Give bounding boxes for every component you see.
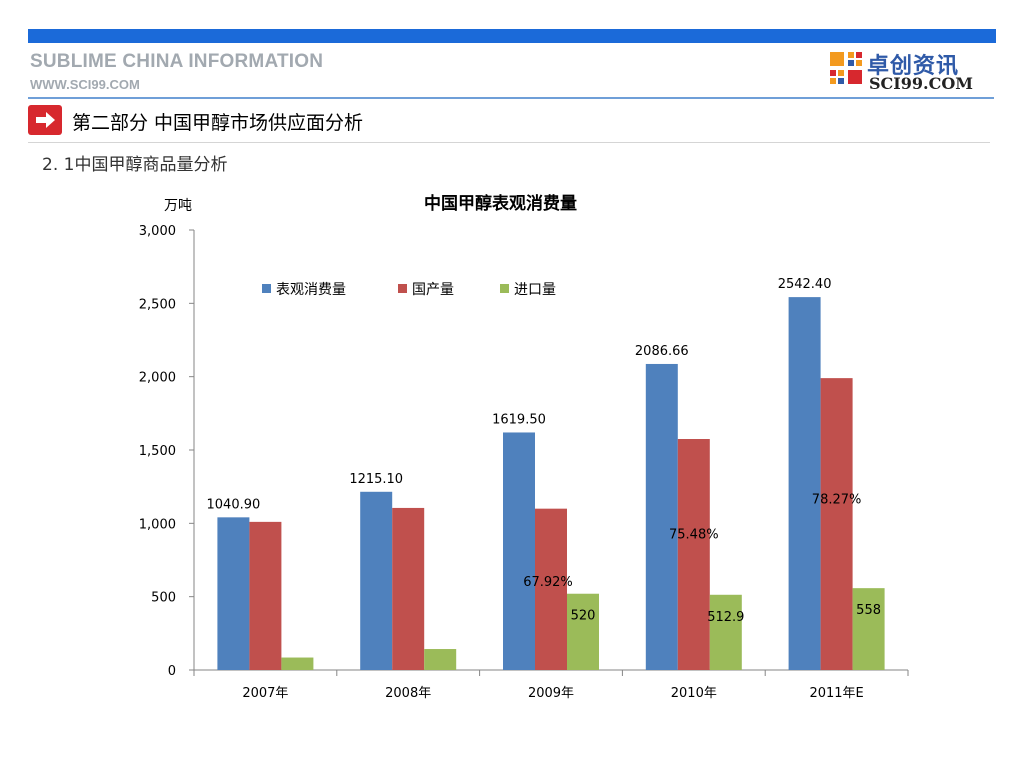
logo-mark-icon: [830, 52, 862, 84]
legend-swatch: [398, 284, 407, 293]
bar-import: [424, 649, 457, 670]
bar-production: [392, 507, 425, 670]
header-divider: [28, 97, 994, 99]
chart-title: 中国甲醇表观消费量: [424, 194, 577, 214]
sci99-logo: 卓创资讯 SCI99.COM: [828, 50, 996, 93]
bar-consumption: [645, 363, 678, 670]
bar-consumption: [217, 517, 250, 670]
x-tick-label: 2009年: [528, 686, 574, 701]
y-tick-label: 2,500: [139, 297, 176, 312]
data-label: 78.27%: [812, 493, 862, 508]
y-tick-label: 3,000: [139, 224, 176, 239]
bar-production: [677, 439, 710, 670]
data-label: 75.48%: [669, 527, 719, 542]
top-accent-bar: [28, 29, 996, 43]
y-tick-label: 1,000: [139, 517, 176, 532]
section-title: 第二部分 中国甲醇市场供应面分析: [72, 112, 364, 134]
bar-production: [820, 378, 853, 670]
y-tick-label: 1,500: [139, 444, 176, 459]
bar-import: [852, 588, 885, 670]
brand-url: WWW.SCI99.COM: [30, 77, 140, 92]
bar-production: [535, 508, 567, 670]
x-tick-label: 2008年: [385, 686, 431, 701]
bar-import: [567, 593, 599, 670]
bar-consumption: [788, 297, 821, 670]
logo-english-text: SCI99.COM: [869, 74, 973, 93]
arrow-right-icon: [28, 105, 62, 135]
data-label: 1040.90: [207, 497, 261, 512]
y-axis-unit-label: 万吨: [164, 198, 192, 214]
data-label: 1619.50: [492, 412, 546, 427]
legend-label: 国产量: [412, 282, 454, 298]
data-label: 67.92%: [523, 575, 573, 590]
x-tick-label: 2011年E: [809, 686, 863, 701]
section-divider: [28, 142, 990, 143]
legend-label: 进口量: [514, 282, 556, 298]
bar-production: [249, 521, 282, 670]
subsection-title: 2. 1中国甲醇商品量分析: [42, 155, 228, 175]
legend-swatch: [500, 284, 509, 293]
bar-import: [281, 657, 314, 670]
x-tick-label: 2007年: [242, 686, 288, 701]
legend-label: 表观消费量: [276, 282, 346, 298]
logo-chinese-text: 卓创资讯: [867, 54, 960, 79]
data-label: 2086.66: [635, 344, 689, 359]
y-tick-label: 500: [151, 591, 176, 606]
bar-consumption: [503, 432, 535, 670]
data-label: 1215.10: [349, 472, 403, 487]
bar-consumption: [360, 491, 393, 670]
data-label: 558: [856, 603, 881, 618]
bar-import: [709, 594, 742, 670]
x-tick-label: 2010年: [671, 686, 717, 701]
y-tick-label: 0: [168, 664, 176, 679]
legend-swatch: [262, 284, 271, 293]
y-tick-label: 2,000: [139, 371, 176, 386]
brand-title: SUBLIME CHINA INFORMATION: [30, 51, 324, 72]
data-label: 512.9: [707, 610, 744, 625]
data-label: 520: [571, 609, 596, 624]
data-label: 2542.40: [778, 277, 832, 292]
